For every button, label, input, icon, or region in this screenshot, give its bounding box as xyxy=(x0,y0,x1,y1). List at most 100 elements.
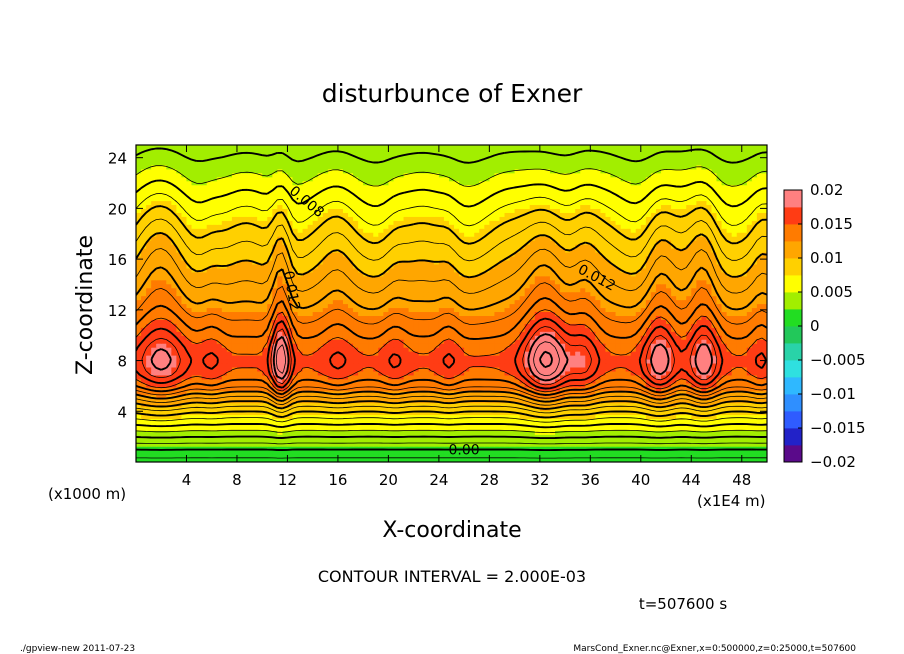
heatmap-cell xyxy=(186,335,193,340)
heatmap-cell xyxy=(252,382,258,388)
heatmap-cell xyxy=(736,406,743,412)
heatmap-cell xyxy=(746,406,753,412)
heatmap-cell xyxy=(252,347,258,352)
heatmap-cell xyxy=(181,450,188,455)
heatmap-cell xyxy=(292,450,299,455)
heatmap-cell xyxy=(156,307,162,313)
heatmap-cell xyxy=(186,374,193,380)
heatmap-cell xyxy=(312,442,319,447)
heatmap-cell xyxy=(716,327,723,332)
heatmap-cell xyxy=(761,374,767,380)
heatmap-cell xyxy=(489,370,496,376)
heatmap-cell xyxy=(544,458,551,462)
heatmap-cell xyxy=(519,378,526,384)
heatmap-cell xyxy=(691,358,697,364)
heatmap-cell xyxy=(378,450,384,455)
heatmap-cell xyxy=(176,446,183,451)
heatmap-cell xyxy=(151,410,157,416)
heatmap-cell xyxy=(671,370,677,376)
heatmap-cell xyxy=(398,450,405,455)
heatmap-cell xyxy=(448,339,455,344)
heatmap-cell xyxy=(761,446,767,451)
heatmap-cell xyxy=(650,370,657,376)
heatmap-cell xyxy=(741,339,748,344)
heatmap-cell xyxy=(373,327,379,332)
heatmap-cell xyxy=(423,370,430,376)
heatmap-cell xyxy=(231,319,238,324)
heatmap-cell xyxy=(635,355,642,360)
heatmap-cell xyxy=(514,323,521,328)
heatmap-cell xyxy=(756,378,763,384)
heatmap-cell xyxy=(625,446,632,451)
heatmap-cell xyxy=(534,362,541,368)
heatmap-cell xyxy=(191,458,198,462)
heatmap-cell xyxy=(257,394,263,400)
heatmap-cell xyxy=(681,303,687,309)
heatmap-cell xyxy=(201,343,208,348)
heatmap-cell xyxy=(580,347,586,352)
heatmap-cell xyxy=(721,331,728,336)
heatmap-cell xyxy=(484,438,490,443)
heatmap-cell xyxy=(570,331,576,336)
heatmap-cell xyxy=(196,418,203,423)
heatmap-cell xyxy=(242,374,248,380)
heatmap-cell xyxy=(489,362,496,368)
heatmap-cell xyxy=(595,319,602,324)
heatmap-cell xyxy=(393,450,400,455)
heatmap-cell xyxy=(337,454,344,459)
heatmap-cell xyxy=(731,450,738,455)
heatmap-cell xyxy=(373,358,379,364)
heatmap-cell xyxy=(701,347,708,352)
heatmap-cell xyxy=(302,418,309,423)
heatmap-cell xyxy=(751,442,758,447)
heatmap-cell xyxy=(171,450,177,455)
heatmap-cell xyxy=(494,307,501,313)
heatmap-cell xyxy=(196,311,203,316)
heatmap-cell xyxy=(514,398,521,404)
heatmap-cell xyxy=(746,358,753,364)
heatmap-cell xyxy=(161,394,167,400)
heatmap-cell xyxy=(388,378,395,384)
heatmap-cell xyxy=(302,315,309,320)
heatmap-cell xyxy=(267,339,273,344)
heatmap-cell xyxy=(575,450,581,455)
heatmap-cell xyxy=(701,366,708,372)
heatmap-cell xyxy=(428,382,435,388)
heatmap-cell xyxy=(317,430,324,435)
heatmap-cell xyxy=(585,347,591,352)
heatmap-cell xyxy=(756,438,763,443)
heatmap-cell xyxy=(534,450,541,455)
heatmap-cell xyxy=(565,327,571,332)
heatmap-cell xyxy=(741,366,748,372)
heatmap-cell xyxy=(721,339,728,344)
heatmap-cell xyxy=(645,366,652,372)
heatmap-cell xyxy=(570,339,576,344)
heatmap-cell xyxy=(620,355,627,360)
heatmap-cell xyxy=(681,315,687,320)
heatmap-cell xyxy=(378,355,384,360)
heatmap-cell xyxy=(524,303,531,309)
heatmap-cell xyxy=(671,446,677,451)
heatmap-cell xyxy=(560,351,566,356)
heatmap-cell xyxy=(262,323,268,328)
heatmap-cell xyxy=(342,311,349,316)
heatmap-cell xyxy=(146,438,152,443)
heatmap-cell xyxy=(302,339,309,344)
heatmap-cell xyxy=(504,406,511,412)
heatmap-cell xyxy=(666,374,672,380)
heatmap-cell xyxy=(509,307,516,313)
heatmap-cell xyxy=(494,358,501,364)
heatmap-cell xyxy=(474,355,480,360)
heatmap-cell xyxy=(610,303,617,309)
heatmap-cell xyxy=(721,307,728,313)
heatmap-cell xyxy=(580,339,586,344)
heatmap-cell xyxy=(489,311,496,316)
heatmap-cell xyxy=(393,366,400,372)
heatmap-cell xyxy=(711,339,718,344)
heatmap-cell xyxy=(756,347,763,352)
heatmap-cell xyxy=(398,307,405,313)
heatmap-cell xyxy=(242,331,248,336)
heatmap-cell xyxy=(726,418,733,423)
heatmap-cell xyxy=(676,374,682,380)
